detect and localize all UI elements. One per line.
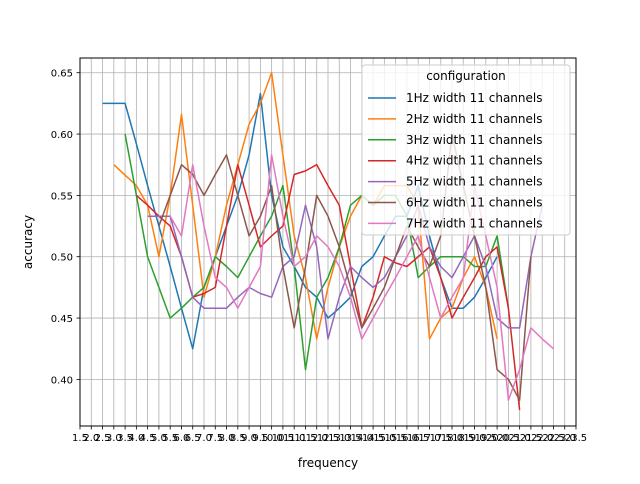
series-line bbox=[124, 133, 510, 371]
x-tick-label: 8.0 bbox=[219, 433, 235, 444]
x-tick-label: 5.5 bbox=[162, 433, 178, 444]
x-tick-label: 21.0 bbox=[509, 433, 531, 444]
x-tick-label: 10.5 bbox=[272, 433, 294, 444]
legend-label: 5Hz width 11 channels bbox=[406, 175, 542, 189]
x-tick-label: 22.0 bbox=[531, 433, 553, 444]
x-tick-label: 7.5 bbox=[207, 433, 223, 444]
legend-label: 7Hz width 11 channels bbox=[406, 216, 542, 230]
x-tick-label: 15.0 bbox=[373, 433, 395, 444]
x-tick-label: 4.5 bbox=[140, 433, 156, 444]
x-tick-label: 18.0 bbox=[441, 433, 463, 444]
x-tick-label: 15.5 bbox=[385, 433, 407, 444]
x-tick-label: 10.0 bbox=[261, 433, 283, 444]
x-axis-label: frequency bbox=[298, 456, 358, 470]
legend-label: 6Hz width 11 channels bbox=[406, 196, 542, 210]
x-tick-label: 16.0 bbox=[396, 433, 418, 444]
x-tick-label: 13.5 bbox=[339, 433, 361, 444]
x-tick-label: 4.0 bbox=[128, 433, 144, 444]
y-tick-label: 0.60 bbox=[51, 130, 73, 141]
x-tick-label: 8.5 bbox=[230, 433, 246, 444]
y-tick-label: 0.65 bbox=[51, 69, 73, 80]
x-tick-label: 11.0 bbox=[283, 433, 305, 444]
y-tick-label: 0.55 bbox=[51, 191, 73, 202]
x-tick-label: 6.5 bbox=[185, 433, 201, 444]
legend-label: 1Hz width 11 channels bbox=[406, 91, 542, 105]
x-tick-label: 13.0 bbox=[328, 433, 350, 444]
x-tick-label: 23.5 bbox=[565, 433, 587, 444]
legend-label: 4Hz width 11 channels bbox=[406, 154, 542, 168]
x-tick-label: 18.5 bbox=[452, 433, 474, 444]
y-axis-label: accuracy bbox=[21, 215, 35, 269]
grid-lines bbox=[79, 58, 577, 426]
x-axis-ticks: 1.52.02.53.03.54.04.55.05.56.06.57.07.58… bbox=[72, 426, 587, 444]
legend-box bbox=[361, 64, 571, 236]
legend: configuration 1Hz width 11 channels 2Hz w… bbox=[361, 64, 571, 236]
y-tick-label: 0.45 bbox=[51, 314, 73, 325]
x-tick-label: 12.5 bbox=[317, 433, 339, 444]
x-tick-label: 2.0 bbox=[83, 433, 99, 444]
x-tick-label: 1.5 bbox=[72, 433, 88, 444]
x-tick-label: 14.5 bbox=[362, 433, 384, 444]
x-tick-label: 5.0 bbox=[151, 433, 167, 444]
x-tick-label: 19.0 bbox=[463, 433, 485, 444]
y-tick-label: 0.40 bbox=[51, 375, 73, 386]
x-tick-label: 19.5 bbox=[475, 433, 497, 444]
series-line bbox=[113, 71, 498, 340]
series-line bbox=[102, 92, 498, 350]
y-axis-ticks: 0.40 0.45 0.50 0.55 0.60 0.65 bbox=[51, 69, 80, 386]
legend-title: configuration bbox=[426, 69, 506, 83]
x-tick-label: 20.5 bbox=[497, 433, 519, 444]
x-tick-label: 17.0 bbox=[418, 433, 440, 444]
x-tick-label: 23.0 bbox=[554, 433, 576, 444]
x-tick-label: 17.5 bbox=[430, 433, 452, 444]
legend-label: 3Hz width 11 channels bbox=[406, 133, 542, 147]
series-line bbox=[135, 163, 521, 411]
x-tick-label: 12.0 bbox=[306, 433, 328, 444]
legend-label: 2Hz width 11 channels bbox=[406, 112, 542, 126]
x-tick-label: 6.0 bbox=[174, 433, 190, 444]
x-tick-label: 14.0 bbox=[351, 433, 373, 444]
series-line bbox=[169, 154, 554, 401]
x-tick-label: 3.0 bbox=[106, 433, 122, 444]
x-tick-label: 2.5 bbox=[95, 433, 111, 444]
y-tick-label: 0.50 bbox=[51, 253, 73, 264]
x-tick-label: 11.5 bbox=[294, 433, 316, 444]
x-tick-label: 21.5 bbox=[520, 433, 542, 444]
x-tick-label: 20.0 bbox=[486, 433, 508, 444]
x-tick-label: 7.0 bbox=[196, 433, 212, 444]
x-tick-label: 9.5 bbox=[252, 433, 268, 444]
x-tick-label: 3.5 bbox=[117, 433, 133, 444]
x-tick-label: 9.0 bbox=[241, 433, 257, 444]
x-tick-label: 22.5 bbox=[542, 433, 564, 444]
x-tick-label: 16.5 bbox=[407, 433, 429, 444]
legend-items: 1Hz width 11 channels 2Hz width 11 channe… bbox=[368, 91, 542, 230]
